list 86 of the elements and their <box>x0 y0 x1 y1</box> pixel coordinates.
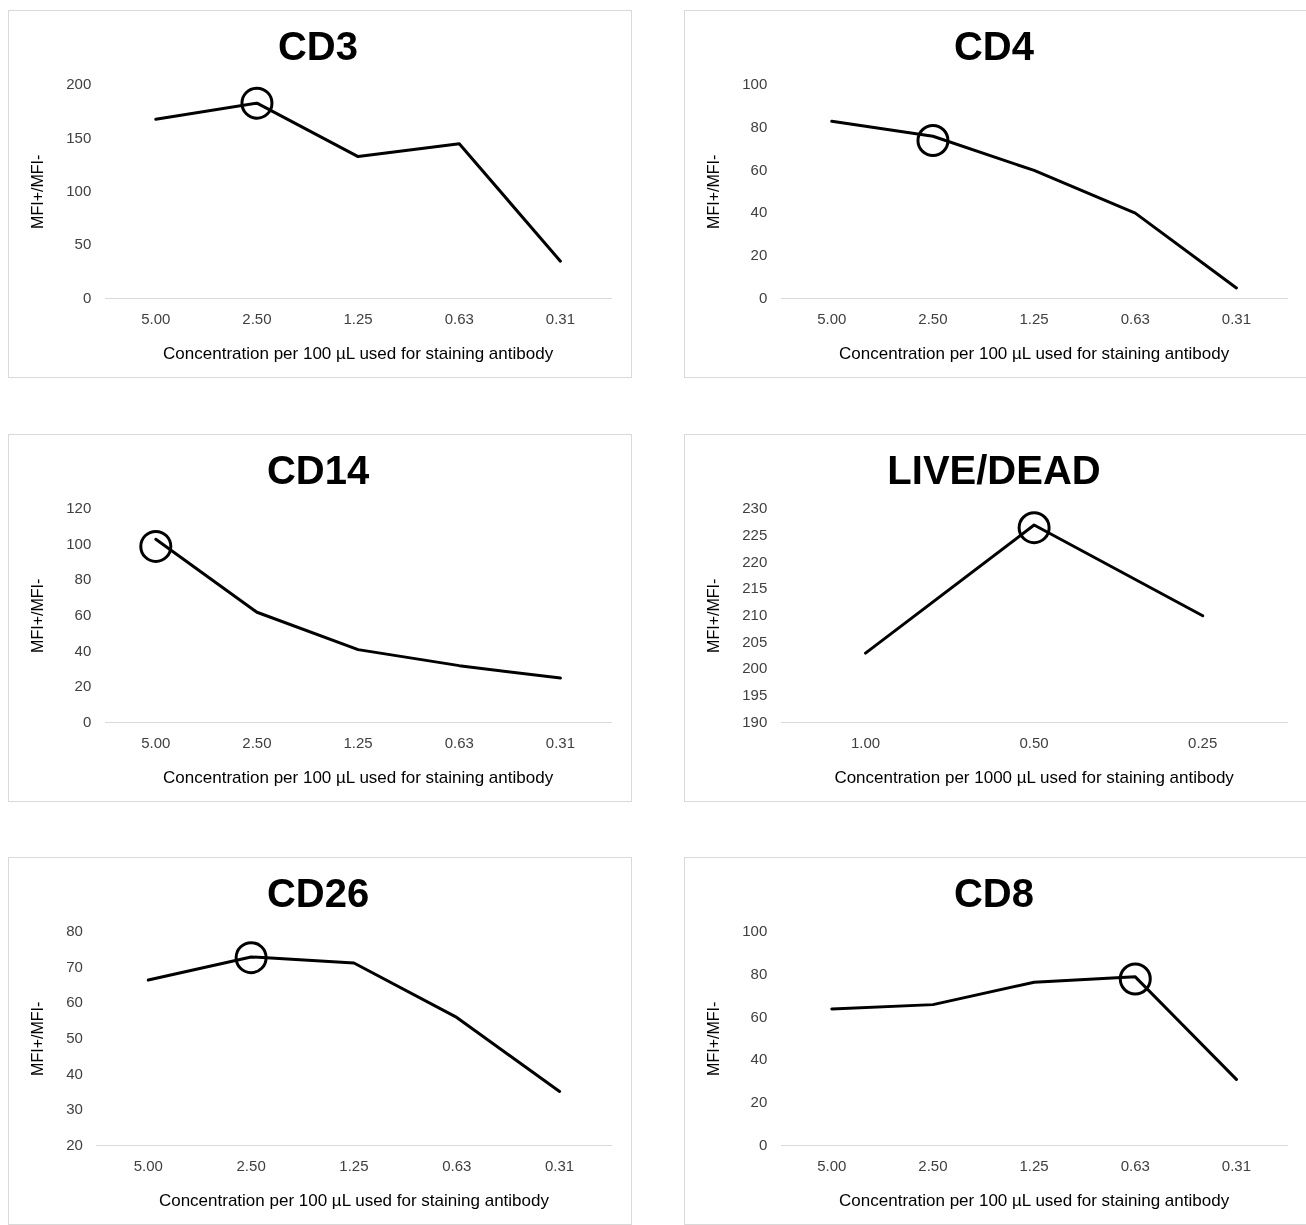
y-tick-label: 80 <box>750 117 768 135</box>
x-axis-title: Concentration per 100 µL used for staining antibody <box>163 768 554 788</box>
chart-title: CD3 <box>277 24 359 69</box>
x-axis-title: Concentration per 100 µL used for staining antibody <box>839 1191 1230 1211</box>
y-tick-label: 40 <box>66 1064 83 1082</box>
x-tick-label: 0.31 <box>545 733 576 751</box>
x-tick-label: 0.63 <box>442 1156 472 1174</box>
y-axis-title: MFI+/MFI- <box>29 578 47 653</box>
chart-title: CD14 <box>266 448 370 493</box>
x-tick-label: 0.31 <box>545 309 576 327</box>
x-tick-label: 0.50 <box>1019 733 1049 751</box>
y-tick-label: 190 <box>742 712 768 730</box>
y-tick-label: 215 <box>742 579 768 597</box>
x-tick-label: 1.25 <box>343 309 373 327</box>
y-tick-label: 100 <box>66 181 92 199</box>
y-tick-label: 210 <box>742 605 768 623</box>
x-tick-label: 1.00 <box>850 733 881 751</box>
y-tick-label: 20 <box>74 677 92 695</box>
y-axis-title: MFI+/MFI- <box>705 1001 723 1076</box>
x-tick-label: 5.00 <box>817 1156 847 1174</box>
y-tick-label: 200 <box>742 659 768 677</box>
y-axis-title: MFI+/MFI- <box>705 154 723 229</box>
y-axis-title: MFI+/MFI- <box>705 578 723 653</box>
y-tick-label: 100 <box>742 922 768 940</box>
chart-title: CD26 <box>266 871 370 916</box>
chart-title: LIVE/DEAD <box>887 448 1101 493</box>
y-tick-label: 40 <box>74 641 92 659</box>
y-tick-label: 230 <box>742 499 768 517</box>
y-tick-label: 80 <box>66 922 83 940</box>
x-tick-label: 2.50 <box>918 1156 948 1174</box>
y-tick-label: 80 <box>74 570 92 588</box>
x-axis-title: Concentration per 1000 µL used for staining antibody <box>834 768 1235 788</box>
y-tick-label: 195 <box>742 686 768 704</box>
y-tick-label: 60 <box>74 605 92 623</box>
x-tick-label: 5.00 <box>141 309 171 327</box>
x-axis-title: Concentration per 100 µL used for staining antibody <box>839 344 1230 364</box>
y-axis-title: MFI+/MFI- <box>29 1001 47 1076</box>
y-tick-label: 120 <box>66 499 92 517</box>
chart-title: CD8 <box>953 871 1035 916</box>
x-tick-label: 5.00 <box>817 309 847 327</box>
y-tick-label: 40 <box>750 1050 768 1068</box>
chart-title: CD4 <box>953 24 1035 69</box>
y-tick-label: 0 <box>758 288 768 306</box>
y-tick-label: 20 <box>750 1093 768 1111</box>
x-tick-label: 2.50 <box>236 1156 266 1174</box>
y-tick-label: 225 <box>742 525 768 543</box>
y-tick-label: 0 <box>82 712 92 730</box>
y-tick-label: 80 <box>750 964 768 982</box>
y-tick-label: 30 <box>66 1100 83 1118</box>
x-tick-label: 1.25 <box>343 733 373 751</box>
x-tick-label: 0.63 <box>1120 1156 1150 1174</box>
x-tick-label: 1.25 <box>1019 309 1049 327</box>
x-tick-label: 0.31 <box>1221 309 1252 327</box>
x-tick-label: 2.50 <box>242 733 272 751</box>
y-tick-label: 150 <box>66 128 92 146</box>
x-tick-label: 5.00 <box>133 1156 163 1174</box>
y-axis-title: MFI+/MFI- <box>29 154 47 229</box>
y-tick-label: 220 <box>742 552 768 570</box>
x-tick-label: 0.63 <box>1120 309 1150 327</box>
y-tick-label: 50 <box>74 235 92 253</box>
x-tick-label: 1.25 <box>339 1156 369 1174</box>
x-axis-title: Concentration per 100 µL used for staining antibody <box>158 1191 550 1211</box>
x-tick-label: 0.31 <box>544 1156 575 1174</box>
y-tick-label: 100 <box>742 75 768 93</box>
y-tick-label: 205 <box>742 632 768 650</box>
x-tick-label: 0.31 <box>1221 1156 1252 1174</box>
x-tick-label: 2.50 <box>918 309 948 327</box>
x-tick-label: 0.25 <box>1188 733 1218 751</box>
x-tick-label: 0.63 <box>444 309 474 327</box>
y-tick-label: 0 <box>758 1135 768 1153</box>
x-tick-label: 0.63 <box>444 733 474 751</box>
x-tick-label: 1.25 <box>1019 1156 1049 1174</box>
y-tick-label: 60 <box>66 993 83 1011</box>
y-tick-label: 20 <box>750 246 768 264</box>
y-tick-label: 20 <box>66 1135 83 1153</box>
x-tick-label: 5.00 <box>141 733 171 751</box>
x-tick-label: 2.50 <box>242 309 272 327</box>
y-tick-label: 50 <box>66 1028 83 1046</box>
y-tick-label: 60 <box>750 1007 768 1025</box>
y-tick-label: 40 <box>750 203 768 221</box>
x-axis-title: Concentration per 100 µL used for staining antibody <box>163 344 554 364</box>
y-tick-label: 100 <box>66 534 92 552</box>
y-tick-label: 0 <box>82 288 92 306</box>
y-tick-label: 200 <box>66 75 92 93</box>
y-tick-label: 60 <box>750 160 768 178</box>
y-tick-label: 70 <box>66 957 83 975</box>
